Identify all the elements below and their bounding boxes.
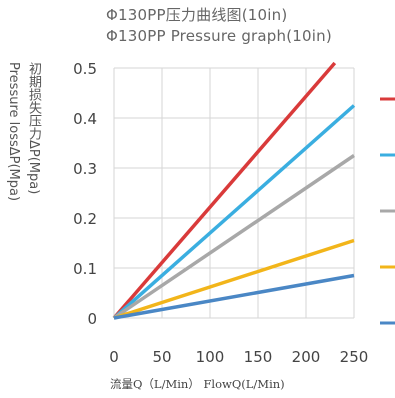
y-tick-label: 0.1 [73,260,97,278]
x-tick-label: 150 [244,348,273,366]
y-tick-label: 0.5 [73,60,97,78]
series-lines [112,61,356,320]
y-axis-label-cn: 初期损失压力ΔP(Mpa) [26,62,41,195]
series-line-4 [113,238,355,320]
x-tick-label: 100 [196,348,225,366]
y-tick-label: 0.2 [73,210,97,228]
y-tick-label: 0.3 [73,160,97,178]
chart-title: Φ130PP压力曲线图(10in) [106,6,288,24]
series-line-2 [112,104,356,320]
y-tick-label: 0 [87,310,97,328]
x-tick-label: 200 [292,348,321,366]
x-tick-label: 0 [109,348,119,366]
series-line-3 [113,154,355,320]
y-axis-label-en: Pressure lossΔP(Mpa) [6,62,21,202]
x-tick-label: 50 [152,348,171,366]
legend [380,97,395,325]
y-tick-label: 0.4 [73,110,97,128]
chart-subtitle: Φ130PP Pressure graph(10in) [106,27,332,45]
series-line-5 [113,273,355,320]
y-axis-label-group: 初期损失压力ΔP(Mpa) Pressure lossΔP(Mpa) [6,62,44,312]
axes: 0 50 100 150 200 250 0 0.1 0.2 0.3 0.4 0.5 [73,60,368,366]
x-axis-label: 流量Q（L/Min） FlowQ(L/Min) [110,377,285,391]
series-line-1 [112,61,337,320]
x-tick-label: 250 [340,348,369,366]
